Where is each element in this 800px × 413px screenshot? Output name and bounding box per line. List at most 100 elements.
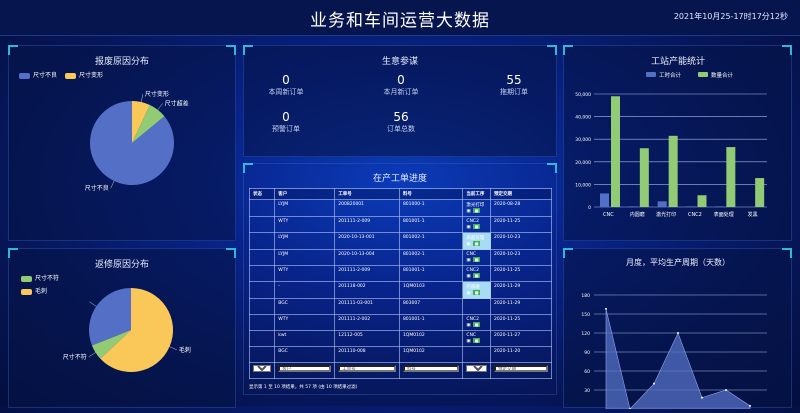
cell bbox=[248, 330, 276, 347]
status-filter[interactable] bbox=[253, 365, 272, 372]
y-tick-label: 30,000 bbox=[575, 137, 591, 143]
order-no-filter[interactable] bbox=[338, 365, 396, 372]
process-filter[interactable] bbox=[466, 365, 488, 372]
customer-filter[interactable] bbox=[278, 365, 332, 372]
table-row[interactable]: BGC 201110-008 1QM0102 2020-11-20 bbox=[248, 346, 552, 363]
cell-text: WTY bbox=[278, 219, 289, 224]
table-row[interactable]: kwt 12112-005 1QM0102 CNC ▣ ■ 2020-11-27 bbox=[248, 330, 552, 347]
cell bbox=[248, 232, 276, 250]
orders-table-wrap: 状态 客户 工单号 料号 当前工序 预定交期 LYJM 200820001 801000-1 激… bbox=[248, 188, 552, 390]
data-point bbox=[605, 307, 607, 310]
bar bbox=[686, 206, 696, 207]
cell-text: 801001-1 bbox=[402, 317, 425, 322]
production-cycle-chart: 月度，平均生产周期（天数） 30 60 90 120 150 180 bbox=[581, 257, 767, 410]
cell-text: 1QM0103 bbox=[402, 284, 425, 289]
chart-title: 工站产能统计 bbox=[651, 55, 705, 67]
cell: 2020-11-29 bbox=[490, 298, 552, 315]
cell: kwt bbox=[274, 330, 336, 347]
y-tick-label: 150 bbox=[581, 312, 590, 318]
y-tick-label: 180 bbox=[581, 293, 590, 299]
legend-label: 工时合计 bbox=[659, 71, 682, 79]
cell: 201111-2-009 bbox=[334, 265, 400, 282]
table-row[interactable]: WTY 201111-2-009 801001-1 CNC2 ▣ ■ 2020-11-25 bbox=[248, 265, 552, 282]
cell-text: 2020-11-25 bbox=[494, 268, 521, 273]
cell: 801002-1 bbox=[398, 249, 464, 266]
part-no-filter[interactable] bbox=[402, 365, 460, 372]
cell: 2020-11-25 bbox=[490, 216, 552, 233]
legend-item[interactable]: 尺寸不良 bbox=[19, 70, 57, 79]
cell: 801002-1 bbox=[398, 232, 464, 250]
cell: CNC ▣ ■ bbox=[462, 249, 492, 266]
cell-text: 2020-10-13-004 bbox=[338, 252, 375, 257]
legend: 尺寸不符 毛刺 bbox=[21, 273, 59, 295]
cell-text: 2020-11-29 bbox=[494, 284, 521, 289]
cell bbox=[248, 281, 276, 299]
pie-slice bbox=[132, 104, 165, 143]
cell: CNC2 ▣ ■ bbox=[462, 265, 492, 282]
legend-item[interactable]: 毛刺 bbox=[21, 286, 59, 295]
table-row[interactable]: -201118-002 1QM0103 内圆磨 ▣ ■ 2020-11-29 bbox=[248, 281, 552, 299]
progress-tag-icon: ▣ ■ bbox=[466, 241, 481, 247]
table-row[interactable]: LYJM 2020-10-13-004 801002-1 CNC ▣ ■ 2020-10-2… bbox=[248, 249, 552, 266]
due-date-filter[interactable] bbox=[494, 365, 548, 372]
x-tick-label: 发黑 bbox=[748, 211, 758, 218]
cell: 2020-11-27 bbox=[490, 330, 552, 347]
cell: 201118-002 bbox=[334, 281, 400, 299]
cell: 801000-1 bbox=[398, 199, 464, 217]
cell: 801001-1 bbox=[398, 314, 464, 331]
panel-title: 在产工单进度 bbox=[372, 174, 427, 184]
column-header[interactable]: 预定交期 bbox=[490, 188, 552, 200]
column-header[interactable]: 状态 bbox=[248, 188, 276, 200]
y-tick-label: 90 bbox=[584, 350, 590, 356]
legend-item[interactable]: 尺寸不符 bbox=[21, 273, 59, 282]
filter-row bbox=[248, 362, 552, 379]
column-header[interactable]: 工单号 bbox=[334, 188, 400, 200]
cell: BGC bbox=[274, 298, 336, 315]
data-point bbox=[653, 382, 655, 385]
progress-tag-icon: ▣ ■ bbox=[466, 290, 481, 296]
cell-text: 2020-11-25 bbox=[494, 219, 521, 224]
progress-tag-icon: ▣ ■ bbox=[466, 338, 481, 344]
data-point bbox=[725, 389, 727, 391]
label-line bbox=[110, 180, 115, 189]
cell-text: 12112-005 bbox=[338, 333, 363, 338]
cell-text: 2020-10-23 bbox=[494, 252, 521, 257]
scrap-reason-panel: 报废原因分布 尺寸不良 尺寸变形 尺寸不良 尺寸超差 尺寸变形 bbox=[8, 45, 236, 241]
pie-slice bbox=[132, 101, 150, 143]
cell-text: 2020-08-28 bbox=[494, 202, 521, 207]
legend-swatch bbox=[698, 72, 708, 77]
table-row[interactable]: LYJM 2020-10-13-001 801002-1 表面处理 ▣ ■ 2020-10-… bbox=[248, 232, 552, 250]
x-tick-label: 激光打印 bbox=[656, 211, 676, 218]
cell: 2020-10-23 bbox=[490, 232, 552, 250]
cell: 1QM0103 bbox=[398, 281, 464, 299]
table-row[interactable]: BGC 201111-03-001 803007 2020-11-29 bbox=[248, 298, 552, 315]
table-row[interactable]: WTY 201111-2-002 801001-1 CNC2 ▣ ■ 2020-11-25 bbox=[248, 314, 552, 331]
pie-slice bbox=[100, 288, 173, 372]
column-header[interactable]: 料号 bbox=[398, 188, 464, 200]
stat-monthly-new: 0 本月新订单 bbox=[383, 73, 419, 96]
cell: 2020-11-29 bbox=[490, 281, 552, 299]
cell-text: LYJM bbox=[278, 252, 289, 257]
stat-overdue: 55 拖期订单 bbox=[500, 73, 528, 96]
cell bbox=[462, 346, 492, 363]
bar bbox=[600, 193, 609, 207]
slice-label: 尺寸不良 bbox=[85, 184, 109, 192]
progress-tag-icon: ▣ ■ bbox=[466, 273, 481, 279]
progress-tag-icon: ▣ ■ bbox=[466, 322, 481, 328]
data-point bbox=[701, 396, 703, 399]
cell-text: CNC2 bbox=[466, 268, 479, 273]
table-row[interactable]: WTY 201111-2-009 801001-1 CNC2 ▣ ■ 2020-11-25 bbox=[248, 216, 552, 233]
column-header[interactable]: 客户 bbox=[274, 188, 336, 200]
legend-item[interactable]: 尺寸变形 bbox=[65, 70, 103, 79]
cell-text: 2020-10-13-001 bbox=[338, 235, 375, 240]
cell: - bbox=[274, 281, 336, 299]
bar bbox=[726, 147, 736, 207]
y-tick-label: 50,000 bbox=[575, 92, 591, 98]
table-row[interactable]: LYJM 200820001 801000-1 激光打印 ▣ ■ 2020-08-28 bbox=[248, 199, 552, 217]
cell-text: 1QM0102 bbox=[402, 349, 425, 354]
cell-text: 201118-002 bbox=[338, 284, 366, 289]
cell-text: 表面处理 bbox=[466, 236, 485, 241]
cell-text: 801002-1 bbox=[402, 235, 425, 240]
column-header[interactable]: 当前工序 bbox=[462, 188, 492, 200]
